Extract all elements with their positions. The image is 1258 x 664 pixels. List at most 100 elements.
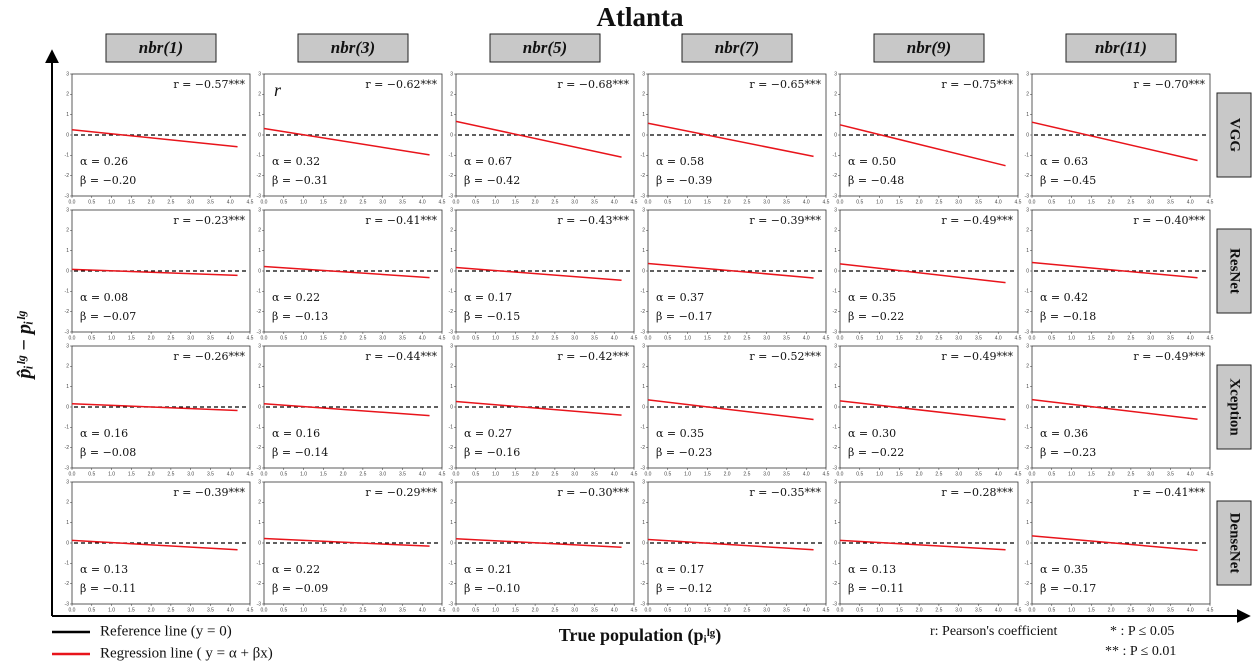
y-tick-label: -1	[449, 153, 454, 159]
stat-alpha: α = 0.26	[80, 155, 128, 168]
y-tick-label: -1	[1025, 425, 1030, 431]
regression-line	[647, 262, 814, 279]
y-tick-label: -3	[257, 465, 262, 471]
y-tick-label: 1	[258, 384, 261, 390]
y-tick-label: -2	[257, 309, 262, 315]
x-tick-label: 3.5	[783, 199, 790, 205]
y-tick-label: 2	[834, 500, 837, 506]
regression-line	[647, 538, 814, 551]
y-tick-label: 3	[450, 479, 453, 485]
x-tick-label: 1.0	[108, 199, 115, 205]
x-tick-label: 0.0	[1029, 607, 1036, 613]
y-tick-label: 3	[1026, 479, 1029, 485]
x-tick-label: 4.5	[823, 199, 830, 205]
y-tick-label: -1	[641, 561, 646, 567]
regression-line	[647, 399, 814, 421]
x-tick-label: 0.5	[280, 471, 287, 477]
x-tick-label: 2.5	[167, 335, 174, 341]
x-tick-label: 1.0	[492, 471, 499, 477]
y-tick-label: 0	[642, 268, 645, 274]
y-tick-label: 3	[66, 479, 69, 485]
x-tick-label: 4.0	[1187, 607, 1194, 613]
stat-beta: β = −0.08	[80, 446, 136, 459]
y-tick-label: 1	[1026, 112, 1029, 118]
x-tick-label: 1.0	[108, 335, 115, 341]
x-tick-label: 1.5	[1088, 199, 1095, 205]
x-tick-label: 4.0	[1187, 471, 1194, 477]
x-tick-label: 4.0	[419, 471, 426, 477]
y-tick-label: 1	[1026, 520, 1029, 526]
x-tick-label: 1.0	[876, 607, 883, 613]
x-tick-label: 3.0	[763, 199, 770, 205]
regression-line	[647, 122, 814, 158]
stat-r: r = −0.26***	[173, 350, 245, 363]
x-tick-label: 2.0	[1108, 607, 1115, 613]
stat-r: r = −0.40***	[1133, 214, 1205, 227]
x-tick-label: 0.5	[664, 607, 671, 613]
x-tick-label: 2.5	[359, 607, 366, 613]
x-tick-label: 1.5	[1088, 607, 1095, 613]
x-tick-label: 4.0	[227, 471, 234, 477]
y-tick-label: 2	[1026, 228, 1029, 234]
y-tick-label: 1	[1026, 248, 1029, 254]
y-tick-label: -3	[833, 601, 838, 607]
x-tick-label: 4.0	[1187, 335, 1194, 341]
x-tick-label: 3.5	[399, 471, 406, 477]
x-tick-label: 3.0	[955, 335, 962, 341]
y-tick-label: 3	[642, 479, 645, 485]
x-tick-label: 1.0	[1068, 607, 1075, 613]
x-tick-label: 0.0	[837, 607, 844, 613]
y-tick-label: -2	[641, 173, 646, 179]
stat-alpha: α = 0.50	[848, 155, 896, 168]
y-tick-label: 1	[642, 248, 645, 254]
x-tick-label: 2.5	[167, 471, 174, 477]
x-tick-label: 0.5	[88, 471, 95, 477]
note: r: Pearson's coefficient	[930, 624, 1058, 639]
stat-r: r = −0.62***	[365, 78, 437, 91]
stat-beta: β = −0.17	[1040, 582, 1096, 595]
x-tick-label: 3.0	[379, 199, 386, 205]
column-header-box	[489, 33, 601, 63]
y-tick-label: 1	[66, 520, 69, 526]
y-tick-label: -3	[1025, 601, 1030, 607]
y-tick-label: 3	[450, 71, 453, 77]
y-tick-label: -3	[1025, 193, 1030, 199]
x-tick-label: 1.0	[876, 335, 883, 341]
column-header-box	[681, 33, 793, 63]
x-tick-label: 1.5	[896, 607, 903, 613]
y-tick-label: 3	[1026, 343, 1029, 349]
stat-alpha: α = 0.35	[848, 291, 896, 304]
x-tick-label: 1.5	[704, 471, 711, 477]
y-tick-label: -2	[257, 581, 262, 587]
regression-line	[839, 400, 1006, 421]
x-tick-label: 0.0	[645, 199, 652, 205]
stat-beta: β = −0.39	[656, 174, 712, 187]
y-tick-label: 2	[258, 228, 261, 234]
x-tick-label: 3.5	[783, 335, 790, 341]
x-tick-label: 2.0	[340, 471, 347, 477]
y-tick-label: 1	[258, 520, 261, 526]
y-tick-label: -1	[257, 289, 262, 295]
column-header: nbr(1)	[139, 38, 183, 57]
y-tick-label: -2	[833, 173, 838, 179]
regression-line	[263, 265, 430, 279]
x-tick-label: 1.0	[300, 607, 307, 613]
x-tick-label: 4.5	[439, 199, 446, 205]
stat-alpha: α = 0.36	[1040, 427, 1088, 440]
stat-beta: β = −0.31	[272, 174, 328, 187]
y-tick-label: 2	[66, 500, 69, 506]
regression-line	[839, 124, 1006, 167]
stat-r: r = −0.49***	[941, 214, 1013, 227]
y-tick-label: 2	[642, 364, 645, 370]
stat-alpha: α = 0.30	[848, 427, 896, 440]
stat-beta: β = −0.23	[656, 446, 712, 459]
x-tick-label: 3.0	[379, 471, 386, 477]
stat-r: r = −0.39***	[173, 486, 245, 499]
x-tick-label: 2.0	[916, 607, 923, 613]
x-tick-label: 3.5	[1167, 199, 1174, 205]
x-tick-label: 3.5	[1167, 335, 1174, 341]
y-tick-label: -3	[1025, 465, 1030, 471]
x-tick-label: 1.5	[704, 199, 711, 205]
y-tick-label: -3	[641, 601, 646, 607]
row-header-box	[1216, 92, 1252, 178]
